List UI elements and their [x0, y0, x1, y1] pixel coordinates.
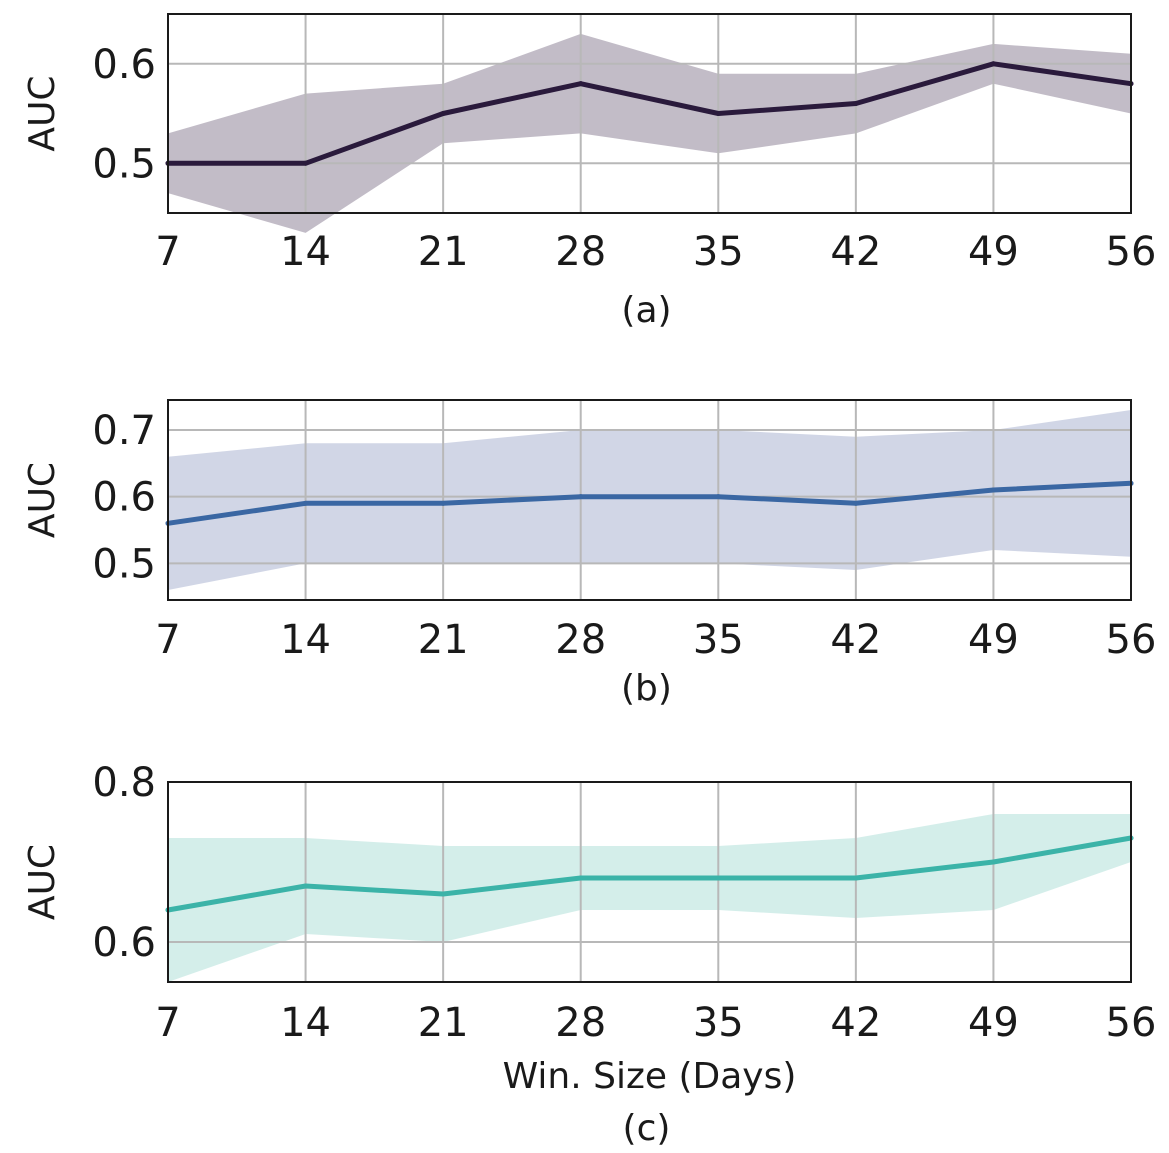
x-axis-label: Win. Size (Days)	[503, 1056, 797, 1097]
x-tick-label: 21	[418, 617, 469, 663]
data-point	[715, 111, 721, 116]
data-point	[715, 494, 721, 500]
x-tick-label: 7	[155, 1000, 180, 1046]
y-axis-label: AUC	[22, 844, 63, 920]
data-point	[578, 875, 584, 881]
y-tick-label: 0.5	[92, 541, 156, 587]
series-line	[165, 835, 1134, 913]
x-tick-label: 28	[555, 229, 606, 275]
x-tick-label: 49	[968, 229, 1019, 275]
x-tick-label: 7	[155, 617, 180, 663]
y-tick-label: 0.6	[92, 42, 156, 88]
x-tick-label: 42	[830, 1000, 881, 1046]
x-tick-label: 42	[830, 617, 881, 663]
confidence-band-layer	[168, 814, 1131, 982]
x-tick-labels: 7 14 21 28 35 42 49 56	[155, 229, 1156, 275]
panel-a: 7 14 21 28 35 42 49 56 0.5 0.6 AUC (a)	[22, 13, 1156, 331]
data-point	[578, 81, 584, 87]
y-tick-labels: 0.5 0.6 0.7	[92, 408, 156, 587]
x-tick-label: 49	[968, 617, 1019, 663]
x-tick-label: 42	[830, 229, 881, 275]
plot-frame	[167, 13, 1132, 214]
x-tick-label: 56	[1106, 229, 1157, 275]
data-point	[440, 111, 446, 116]
x-tick-label: 35	[693, 229, 744, 275]
y-tick-label: 0.6	[92, 920, 156, 966]
data-point	[990, 61, 996, 67]
y-axis-label: AUC	[22, 462, 63, 538]
x-tick-label: 14	[280, 229, 331, 275]
plot-frame	[167, 781, 1132, 983]
series-line	[165, 480, 1134, 526]
x-tick-label: 35	[693, 617, 744, 663]
confidence-band-layer	[168, 410, 1131, 590]
data-point	[303, 160, 309, 166]
x-tick-label: 14	[280, 617, 331, 663]
x-tick-label: 28	[555, 1000, 606, 1046]
x-tick-labels: 7 14 21 28 35 42 49 56	[155, 1000, 1156, 1046]
panel-caption: (b)	[621, 668, 672, 709]
confidence-band	[168, 410, 1131, 590]
y-tick-labels: 0.6 0.8	[92, 760, 156, 966]
y-tick-label: 0.8	[92, 760, 156, 806]
y-tick-label: 0.5	[92, 141, 156, 187]
x-tick-label: 56	[1106, 1000, 1157, 1046]
data-point	[853, 101, 859, 107]
confidence-band	[168, 33, 1131, 233]
confidence-band-layer	[168, 33, 1131, 233]
x-tick-label: 21	[418, 1000, 469, 1046]
data-point	[715, 875, 721, 881]
x-tick-label: 56	[1106, 617, 1157, 663]
y-tick-label: 0.7	[92, 408, 156, 454]
series-line	[165, 61, 1134, 166]
panel-b: 7 14 21 28 35 42 49 56 0.5 0.6 0.7 AUC (b)	[22, 399, 1156, 709]
x-tick-label: 35	[693, 1000, 744, 1046]
data-point	[578, 494, 584, 500]
y-tick-labels: 0.5 0.6	[92, 42, 156, 188]
data-point	[303, 500, 309, 506]
x-tick-label: 49	[968, 1000, 1019, 1046]
plot-frame	[167, 399, 1132, 601]
x-tick-label: 7	[155, 229, 180, 275]
panel-caption: (c)	[623, 1108, 671, 1149]
confidence-band	[168, 814, 1131, 982]
x-tick-label: 28	[555, 617, 606, 663]
panel-caption: (a)	[621, 290, 671, 331]
x-tick-label: 21	[418, 229, 469, 275]
data-point	[303, 883, 309, 889]
data-point	[990, 859, 996, 865]
series-line-layer	[165, 480, 1134, 526]
series-line-layer	[165, 61, 1134, 166]
data-point	[853, 875, 859, 881]
y-axis-label: AUC	[22, 75, 63, 151]
data-point	[853, 500, 859, 506]
data-point	[440, 891, 446, 897]
panel-c: 7 14 21 28 35 42 49 56 0.6 0.8 AUC Win. Size (Da…	[22, 760, 1156, 1149]
series-line-layer	[165, 835, 1134, 913]
x-tick-labels: 7 14 21 28 35 42 49 56	[155, 617, 1156, 663]
data-point	[990, 487, 996, 493]
x-tick-label: 14	[280, 1000, 331, 1046]
data-point	[440, 500, 446, 506]
y-tick-label: 0.6	[92, 475, 156, 521]
